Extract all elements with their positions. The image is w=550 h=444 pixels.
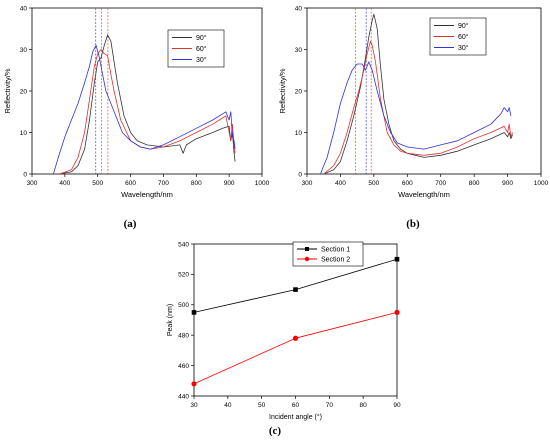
- y-tick-label: 20: [20, 88, 28, 95]
- x-tick-label: 90: [393, 402, 401, 409]
- chart-a: 300 400 500 600 700 800 900 1000 0 10 20 30 40 Wavele…: [3, 5, 270, 199]
- x-tick-label: 800: [469, 180, 480, 187]
- legend-label: 60°: [196, 45, 207, 53]
- x-tick-label: 400: [335, 180, 346, 187]
- legend-box: [292, 241, 364, 267]
- y-tick-label: 10: [295, 130, 303, 137]
- x-tick-label: 1000: [255, 180, 270, 187]
- x-tick-label: 30: [190, 402, 198, 409]
- x-axis-label: Incident angle (°): [269, 413, 322, 421]
- chart-c: 30 40 50 60 70 80 90 440 460 480 500 520 540 Incident…: [167, 241, 401, 421]
- y-tick-label: 440: [178, 393, 189, 400]
- series-line: [193, 312, 398, 385]
- y-tick-label: 20: [295, 88, 303, 95]
- x-tick-label: 400: [59, 180, 70, 187]
- y-tick-label: 500: [178, 302, 189, 309]
- x-tick-label: 700: [435, 180, 446, 187]
- series-line: [58, 34, 236, 175]
- y-tick-label: 30: [295, 47, 303, 54]
- legend-label: 60°: [458, 33, 469, 41]
- y-tick-label: 40: [295, 5, 303, 12]
- caption-b: (b): [406, 218, 420, 230]
- data-point-square: [394, 256, 400, 262]
- x-tick-label: 500: [368, 180, 379, 187]
- y-tick-label: 10: [20, 130, 28, 137]
- y-tick-label: 40: [20, 5, 28, 12]
- y-tick-label: 520: [178, 272, 189, 279]
- y-axis-label: Reflectivity/%: [3, 68, 12, 113]
- caption-a: (a): [123, 218, 137, 230]
- legend-label: Section 1: [321, 247, 350, 254]
- x-tick-label: 1000: [534, 180, 549, 187]
- x-tick-label: 600: [402, 180, 413, 187]
- x-tick-label: 70: [326, 402, 334, 409]
- chart-b: 300 400 500 600 700 800 900 1000 0 10 20 30 40 Wavele…: [278, 5, 549, 199]
- legend-label: 90°: [196, 34, 207, 42]
- y-axis-label: Reflectivity/%: [278, 68, 287, 113]
- data-point-circle: [394, 309, 400, 315]
- legend-label: Section 2: [321, 257, 350, 264]
- x-tick-label: 500: [92, 180, 103, 187]
- x-axis-label: Wavelength/nm: [121, 190, 173, 199]
- legend-label: 30°: [196, 56, 207, 64]
- plot-frame: [31, 7, 263, 175]
- x-tick-label: 900: [224, 180, 235, 187]
- y-tick-label: 30: [20, 47, 28, 54]
- x-tick-label: 80: [360, 402, 368, 409]
- x-tick-label: 600: [125, 180, 136, 187]
- x-tick-label: 800: [191, 180, 202, 187]
- legend-label: 90°: [458, 22, 469, 30]
- x-tick-label: 300: [27, 180, 38, 187]
- x-tick-label: 700: [158, 180, 169, 187]
- series-line: [53, 44, 236, 175]
- legend-label: 30°: [458, 44, 469, 52]
- chart-panel-a: 300 400 500 600 700 800 900 1000 0 10 20 30 40 Wavele…: [0, 0, 275, 232]
- x-tick-label: 300: [302, 180, 313, 187]
- data-point-square: [293, 287, 298, 292]
- data-point-circle: [292, 335, 299, 341]
- x-tick-label: 900: [502, 180, 513, 187]
- chart-panel-b: 300 400 500 600 700 800 900 1000 0 10 20 30 40 Wavele…: [275, 0, 550, 232]
- chart-panel-c: 30 40 50 60 70 80 90 440 460 480 500 520 540 Incident…: [130, 234, 420, 439]
- y-tick-label: 540: [178, 241, 189, 248]
- y-tick-label: 460: [178, 363, 189, 370]
- x-tick-label: 60: [292, 402, 300, 409]
- series-line: [193, 258, 398, 313]
- y-axis-label: Peak (nm): [167, 304, 174, 336]
- x-tick-label: 40: [224, 402, 232, 409]
- y-tick-label: 480: [178, 333, 189, 340]
- data-point-circle: [191, 381, 197, 387]
- x-axis-label: Wavelength/nm: [398, 190, 450, 199]
- data-point-square: [191, 310, 197, 315]
- caption-c: (c): [268, 425, 282, 437]
- series-line: [323, 40, 513, 175]
- legend-marker: [305, 247, 309, 251]
- x-tick-label: 50: [258, 402, 266, 409]
- series-line: [320, 61, 512, 175]
- series-line: [59, 49, 236, 175]
- series-line: [323, 13, 513, 175]
- legend-marker: [304, 256, 310, 262]
- y-tick-label: 0: [298, 171, 302, 178]
- y-tick-label: 0: [23, 171, 27, 178]
